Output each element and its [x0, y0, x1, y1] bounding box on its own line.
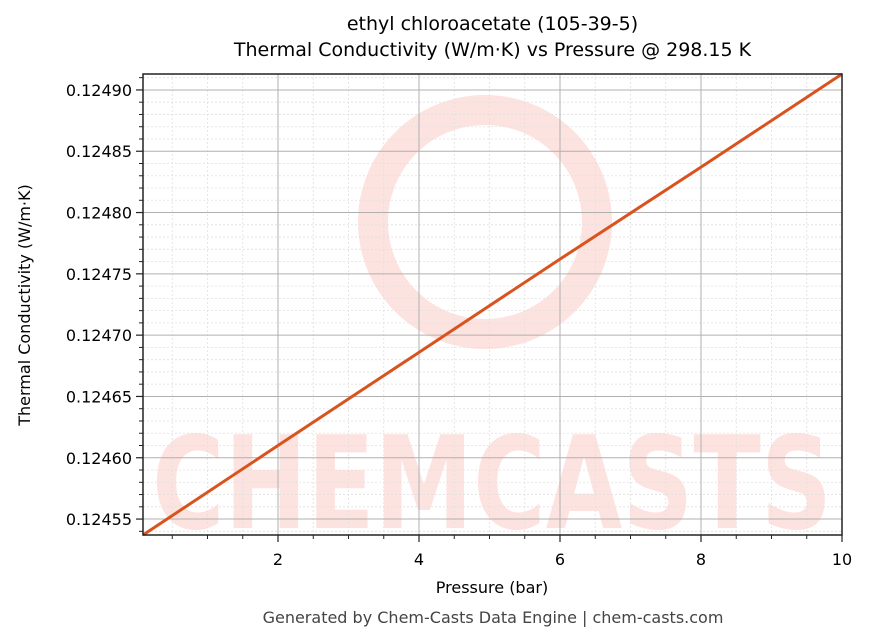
y-tick-label: 0.12475 — [66, 265, 132, 284]
watermark: CHEMCASTS — [152, 95, 832, 559]
watermark-logo-icon — [358, 95, 612, 349]
y-tick-label: 0.12485 — [66, 142, 132, 161]
y-tick-label: 0.12480 — [66, 204, 132, 223]
x-tick-labels: 2 4 6 8 10 — [273, 550, 852, 569]
y-tick-label: 0.12490 — [66, 81, 132, 100]
x-axis-label: Pressure (bar) — [436, 578, 548, 597]
x-tick-label: 8 — [696, 550, 706, 569]
x-tick-label: 4 — [414, 550, 424, 569]
chart-title: ethyl chloroacetate (105-39-5) — [346, 13, 639, 35]
x-tick-label: 10 — [832, 550, 852, 569]
y-tick-label: 0.12470 — [66, 326, 132, 345]
data-line — [142, 72, 843, 537]
y-tick-label: 0.12455 — [66, 510, 132, 529]
major-grid — [143, 74, 842, 535]
plot-frame — [142, 73, 843, 536]
x-tick-label: 2 — [273, 550, 283, 569]
y-tick-labels: 0.12455 0.12460 0.12465 0.12470 0.12475 0.124… — [66, 81, 132, 529]
y-tick-label: 0.12465 — [66, 387, 132, 406]
y-axis-label: Thermal Conductivity (W/m·K) — [15, 184, 34, 427]
y-tick-label: 0.12460 — [66, 449, 132, 468]
watermark-text: CHEMCASTS — [152, 410, 832, 559]
axis-ticks — [136, 77, 843, 542]
footer-credit: Generated by Chem-Casts Data Engine | ch… — [262, 608, 724, 627]
chart-subtitle: Thermal Conductivity (W/m·K) vs Pressure… — [233, 39, 752, 61]
x-tick-label: 6 — [555, 550, 565, 569]
